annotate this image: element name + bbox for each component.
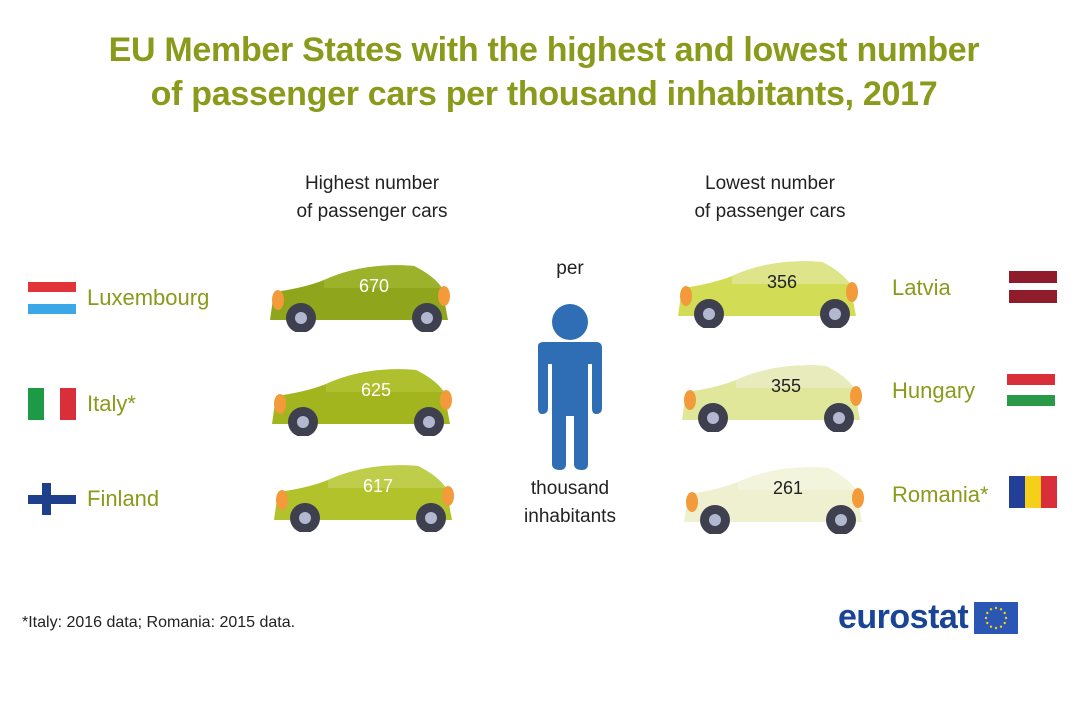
country-hungary: Hungary [892,378,976,403]
car-icon [272,369,452,436]
title-line-1: EU Member States with the highest and lo… [108,31,980,69]
thousand-label: thousand [530,478,610,499]
car-finland: 617 [268,452,458,532]
country-finland: Finland [87,486,160,511]
country-luxembourg: Luxembourg [87,285,210,310]
highest-column-header: Highest number of passenger cars [262,170,482,226]
car-hungary: 355 [676,352,866,432]
italy-flag-icon [28,388,76,420]
car-icon [678,261,858,328]
car-value: 625 [360,380,392,400]
per-thousand-inhabitants: per thousand inhabitants [520,250,630,540]
per-label: per [556,258,584,279]
car-latvia: 356 [672,248,862,328]
latvia-flag-icon [1009,271,1057,303]
car-value: 261 [772,478,804,498]
highest-header-line-2: of passenger cars [296,201,448,222]
car-value: 355 [770,376,802,396]
eurostat-logo: eurostat [838,598,1019,637]
eu-flag-icon [974,601,1019,634]
lowest-header-line-1: Lowest number [705,173,835,194]
car-value: 617 [362,476,394,496]
inhabitants-label: inhabitants [524,506,616,527]
footnote: *Italy: 2016 data; Romania: 2015 data. [22,614,296,631]
car-italy: 625 [266,356,456,436]
car-value: 356 [766,272,798,292]
car-romania: 261 [678,454,868,534]
car-icon [684,467,864,534]
country-romania: Romania* [892,482,989,507]
hungary-flag-icon [1007,374,1055,406]
person-icon [538,304,602,470]
country-latvia: Latvia [892,275,951,300]
car-icon [682,365,862,432]
highest-header-line-1: Highest number [304,173,440,194]
lowest-column-header: Lowest number of passenger cars [660,170,880,226]
car-icon [270,265,450,332]
title-line-2: of passenger cars per thousand inhabitan… [150,75,938,113]
luxembourg-flag-icon [28,282,76,314]
country-italy: Italy* [87,391,136,416]
romania-flag-icon [1009,476,1057,508]
finland-flag-icon [28,483,76,515]
car-luxembourg: 670 [264,252,454,332]
car-value: 670 [358,276,390,296]
lowest-header-line-2: of passenger cars [694,201,846,222]
car-icon [274,465,454,532]
chart-title: EU Member States with the highest and lo… [0,28,1088,116]
logo-text: eurostat [838,598,969,636]
